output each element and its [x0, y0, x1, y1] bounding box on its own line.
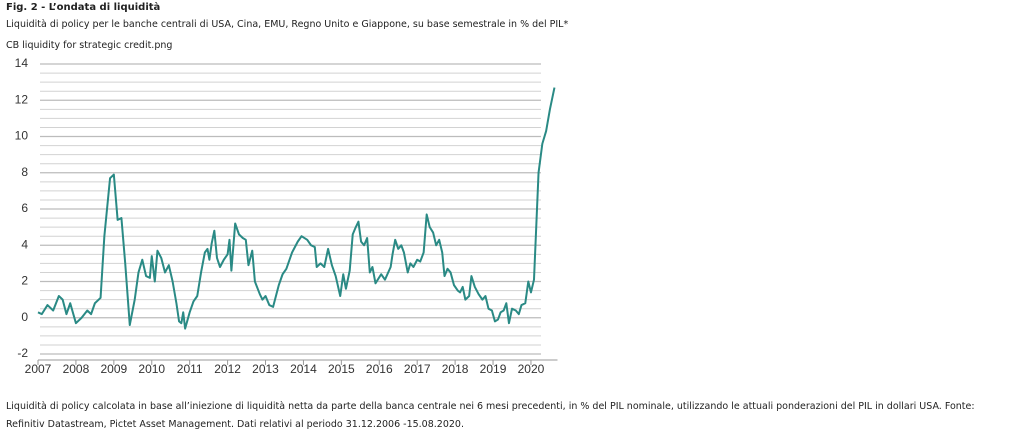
- y-tick-label: 14: [15, 56, 29, 70]
- data-line: [37, 87, 556, 330]
- x-tick-label: 2014: [290, 362, 317, 376]
- x-tick-label: 2020: [518, 362, 545, 376]
- y-tick-label: 6: [21, 201, 28, 215]
- y-tick-label: 12: [15, 92, 29, 106]
- x-tick-label: 2011: [177, 362, 203, 376]
- image-caption: CB liquidity for strategic credit.png: [6, 40, 173, 51]
- x-tick-label: 2016: [366, 362, 393, 376]
- x-tick-label: 2008: [63, 362, 90, 376]
- x-tick-label: 2010: [138, 362, 165, 376]
- y-tick-label: 10: [15, 129, 29, 143]
- y-tick-label: 4: [21, 237, 28, 251]
- footnote: Liquidità di policy calcolata in base al…: [6, 401, 975, 430]
- y-tick-label: -2: [17, 346, 28, 360]
- x-tick-label: 2019: [480, 362, 507, 376]
- y-tick-label: 0: [21, 310, 28, 324]
- subtitle: Liquidità di policy per le banche centra…: [6, 19, 569, 30]
- y-tick-label: 2: [21, 274, 28, 288]
- x-tick-label: 2012: [214, 362, 241, 376]
- x-tick-label: 2009: [100, 362, 127, 376]
- figure-title: Fig. 2 - L’ondata di liquidità: [6, 2, 161, 13]
- x-tick-label: 2017: [404, 362, 431, 376]
- y-tick-label: 8: [21, 165, 28, 179]
- x-tick-label: 2018: [442, 362, 469, 376]
- x-tick-label: 2015: [328, 362, 355, 376]
- x-tick-label: 2013: [252, 362, 279, 376]
- x-tick-label: 2007: [25, 362, 52, 376]
